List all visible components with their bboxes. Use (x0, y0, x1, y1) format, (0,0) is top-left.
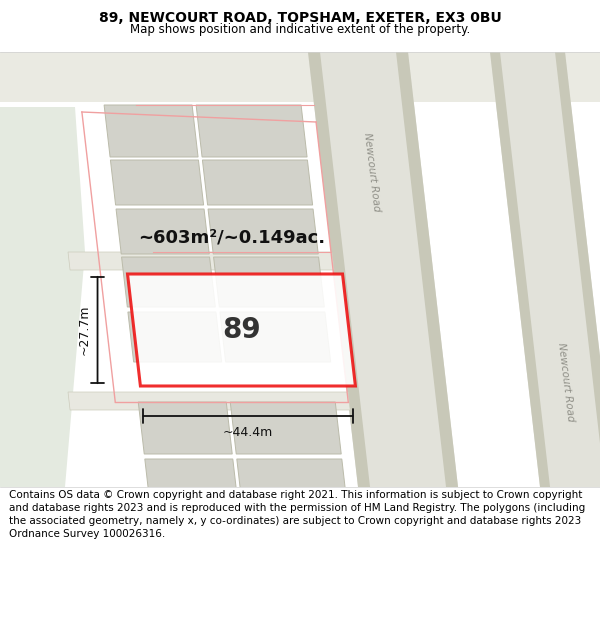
Polygon shape (230, 402, 341, 454)
Polygon shape (128, 274, 355, 386)
Polygon shape (490, 52, 550, 487)
Polygon shape (116, 209, 209, 254)
Text: 89, NEWCOURT ROAD, TOPSHAM, EXETER, EX3 0BU: 89, NEWCOURT ROAD, TOPSHAM, EXETER, EX3 … (98, 11, 502, 26)
Text: ~44.4m: ~44.4m (223, 426, 273, 439)
Polygon shape (122, 257, 215, 307)
Text: Newcourt Road: Newcourt Road (362, 132, 382, 212)
Text: 89: 89 (222, 316, 261, 344)
Polygon shape (138, 402, 232, 454)
Polygon shape (555, 52, 600, 487)
Polygon shape (0, 107, 85, 487)
Polygon shape (208, 209, 318, 254)
Text: ~27.7m: ~27.7m (78, 305, 91, 355)
Polygon shape (68, 252, 334, 270)
Text: Map shows position and indicative extent of the property.: Map shows position and indicative extent… (130, 23, 470, 36)
Polygon shape (214, 257, 325, 307)
Polygon shape (308, 52, 458, 487)
Polygon shape (145, 459, 238, 499)
Polygon shape (128, 312, 221, 362)
Polygon shape (220, 312, 331, 362)
Text: Contains OS data © Crown copyright and database right 2021. This information is : Contains OS data © Crown copyright and d… (9, 490, 585, 539)
Polygon shape (110, 160, 203, 205)
Polygon shape (196, 105, 307, 157)
Polygon shape (202, 160, 313, 205)
Polygon shape (490, 52, 600, 487)
Polygon shape (104, 105, 198, 157)
Text: ~603m²/~0.149ac.: ~603m²/~0.149ac. (138, 228, 325, 246)
Polygon shape (396, 52, 458, 487)
Polygon shape (68, 392, 350, 410)
Text: Newcourt Road: Newcourt Road (556, 342, 575, 422)
Polygon shape (308, 52, 370, 487)
Polygon shape (0, 52, 600, 102)
Polygon shape (237, 459, 346, 499)
